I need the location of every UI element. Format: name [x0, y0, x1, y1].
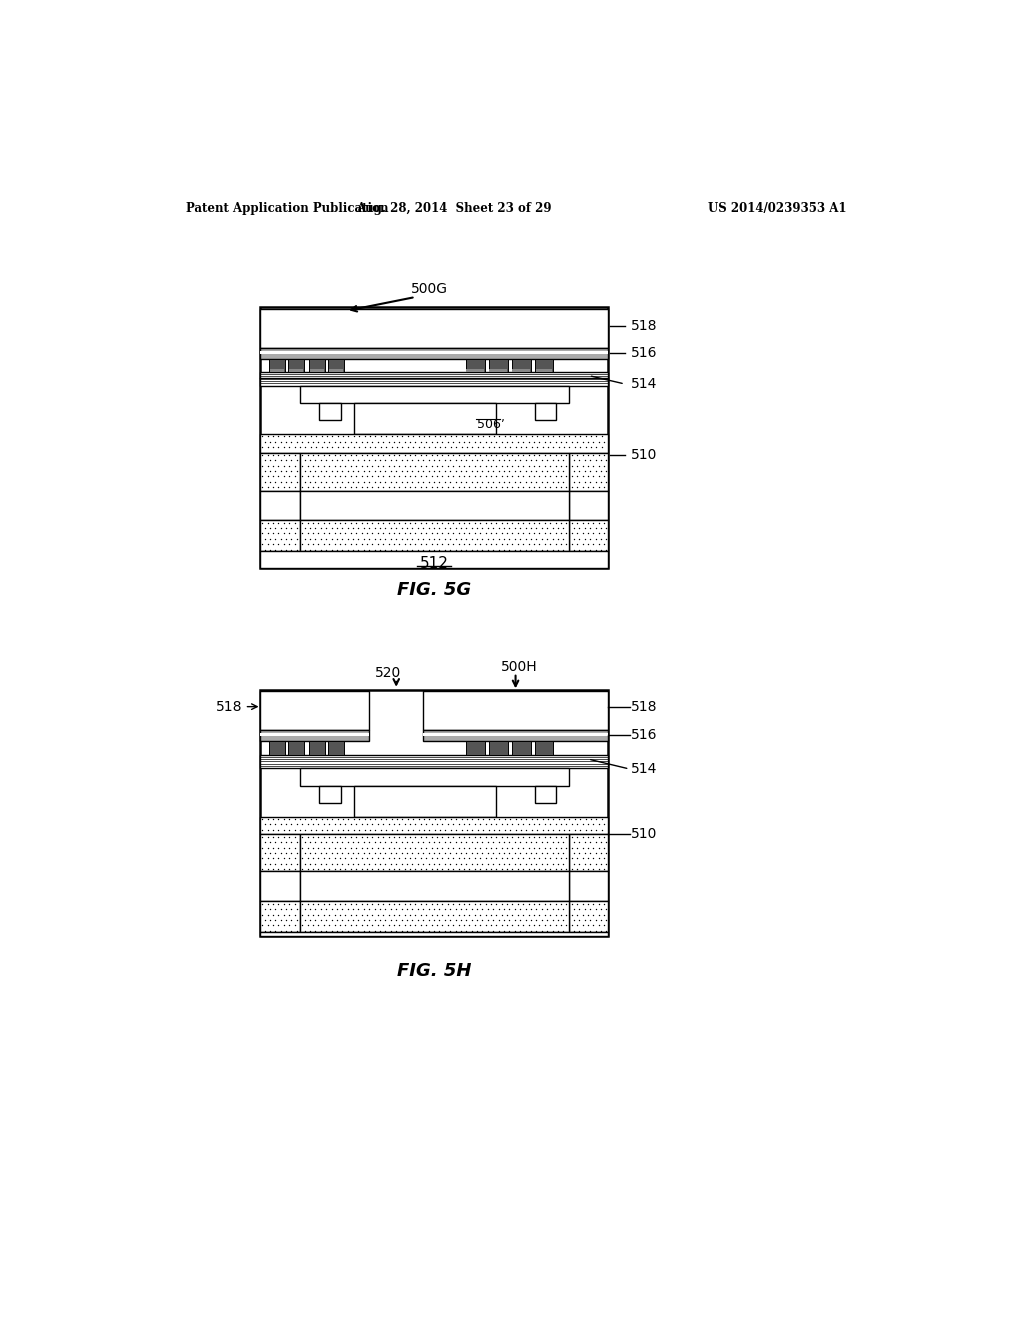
Text: 510: 510 — [631, 828, 657, 841]
Bar — [260, 491, 300, 520]
Bar — [423, 692, 608, 730]
Bar — [270, 370, 284, 372]
Bar — [300, 834, 569, 871]
Bar — [423, 733, 608, 737]
Bar — [260, 692, 370, 730]
Bar — [354, 404, 497, 434]
Bar — [466, 742, 484, 755]
Bar — [289, 370, 303, 372]
Text: 500G: 500G — [411, 282, 447, 296]
Bar — [260, 453, 300, 491]
Bar — [569, 902, 608, 932]
Bar — [260, 902, 300, 932]
Bar — [309, 742, 325, 755]
Bar — [300, 871, 569, 902]
Bar — [260, 552, 608, 568]
Text: 512: 512 — [420, 556, 449, 570]
Text: Patent Application Publication: Patent Application Publication — [186, 202, 388, 215]
Bar — [535, 404, 556, 420]
Bar — [260, 755, 608, 768]
Text: 514: 514 — [631, 378, 657, 391]
Bar — [269, 359, 285, 372]
Bar — [309, 359, 325, 372]
Bar — [569, 491, 608, 520]
Bar — [423, 730, 608, 742]
Bar — [289, 742, 304, 755]
Text: 520: 520 — [376, 665, 401, 680]
Bar — [329, 742, 344, 755]
Bar — [260, 871, 300, 902]
Text: 514: 514 — [631, 762, 657, 776]
Bar — [300, 385, 569, 404]
Bar — [569, 871, 608, 902]
Bar — [260, 817, 608, 834]
Bar — [260, 520, 300, 552]
Text: 518: 518 — [631, 700, 657, 714]
Text: 516: 516 — [631, 346, 657, 360]
Bar — [569, 453, 608, 491]
Text: FIG. 5G: FIG. 5G — [397, 581, 471, 598]
Bar — [535, 359, 553, 372]
Bar — [488, 359, 508, 372]
Bar — [466, 370, 484, 372]
Bar — [535, 742, 553, 755]
Bar — [300, 768, 569, 785]
Bar — [260, 834, 300, 871]
Bar — [300, 520, 569, 552]
Bar — [260, 309, 608, 348]
Text: FIG. 5H: FIG. 5H — [396, 962, 471, 979]
Bar — [489, 370, 507, 372]
Text: 500H: 500H — [501, 660, 538, 673]
Bar — [260, 689, 608, 936]
Bar — [512, 742, 531, 755]
Bar — [512, 370, 530, 372]
Text: 516: 516 — [631, 729, 657, 742]
Bar — [466, 359, 484, 372]
Bar — [329, 359, 344, 372]
Bar — [569, 834, 608, 871]
Bar — [535, 785, 556, 803]
Bar — [319, 785, 341, 803]
Bar — [569, 520, 608, 552]
Bar — [300, 902, 569, 932]
Bar — [260, 372, 608, 385]
Text: 518: 518 — [216, 700, 243, 714]
Bar — [289, 359, 304, 372]
Bar — [300, 491, 569, 520]
Bar — [260, 733, 370, 737]
Text: 518: 518 — [631, 319, 657, 333]
Text: Aug. 28, 2014  Sheet 23 of 29: Aug. 28, 2014 Sheet 23 of 29 — [356, 202, 552, 215]
Bar — [260, 308, 608, 568]
Bar — [310, 370, 324, 372]
Bar — [512, 359, 531, 372]
Text: 510: 510 — [631, 447, 657, 462]
Bar — [354, 785, 497, 817]
Bar — [260, 351, 608, 354]
Bar — [536, 370, 552, 372]
Bar — [319, 404, 341, 420]
Bar — [488, 742, 508, 755]
Bar — [269, 742, 285, 755]
Bar — [330, 370, 343, 372]
Bar — [260, 348, 608, 359]
Bar — [260, 932, 608, 936]
Bar — [260, 434, 608, 453]
Text: 506ʼ: 506ʼ — [477, 417, 505, 430]
Text: US 2014/0239353 A1: US 2014/0239353 A1 — [708, 202, 847, 215]
Bar — [300, 453, 569, 491]
Bar — [260, 730, 370, 742]
